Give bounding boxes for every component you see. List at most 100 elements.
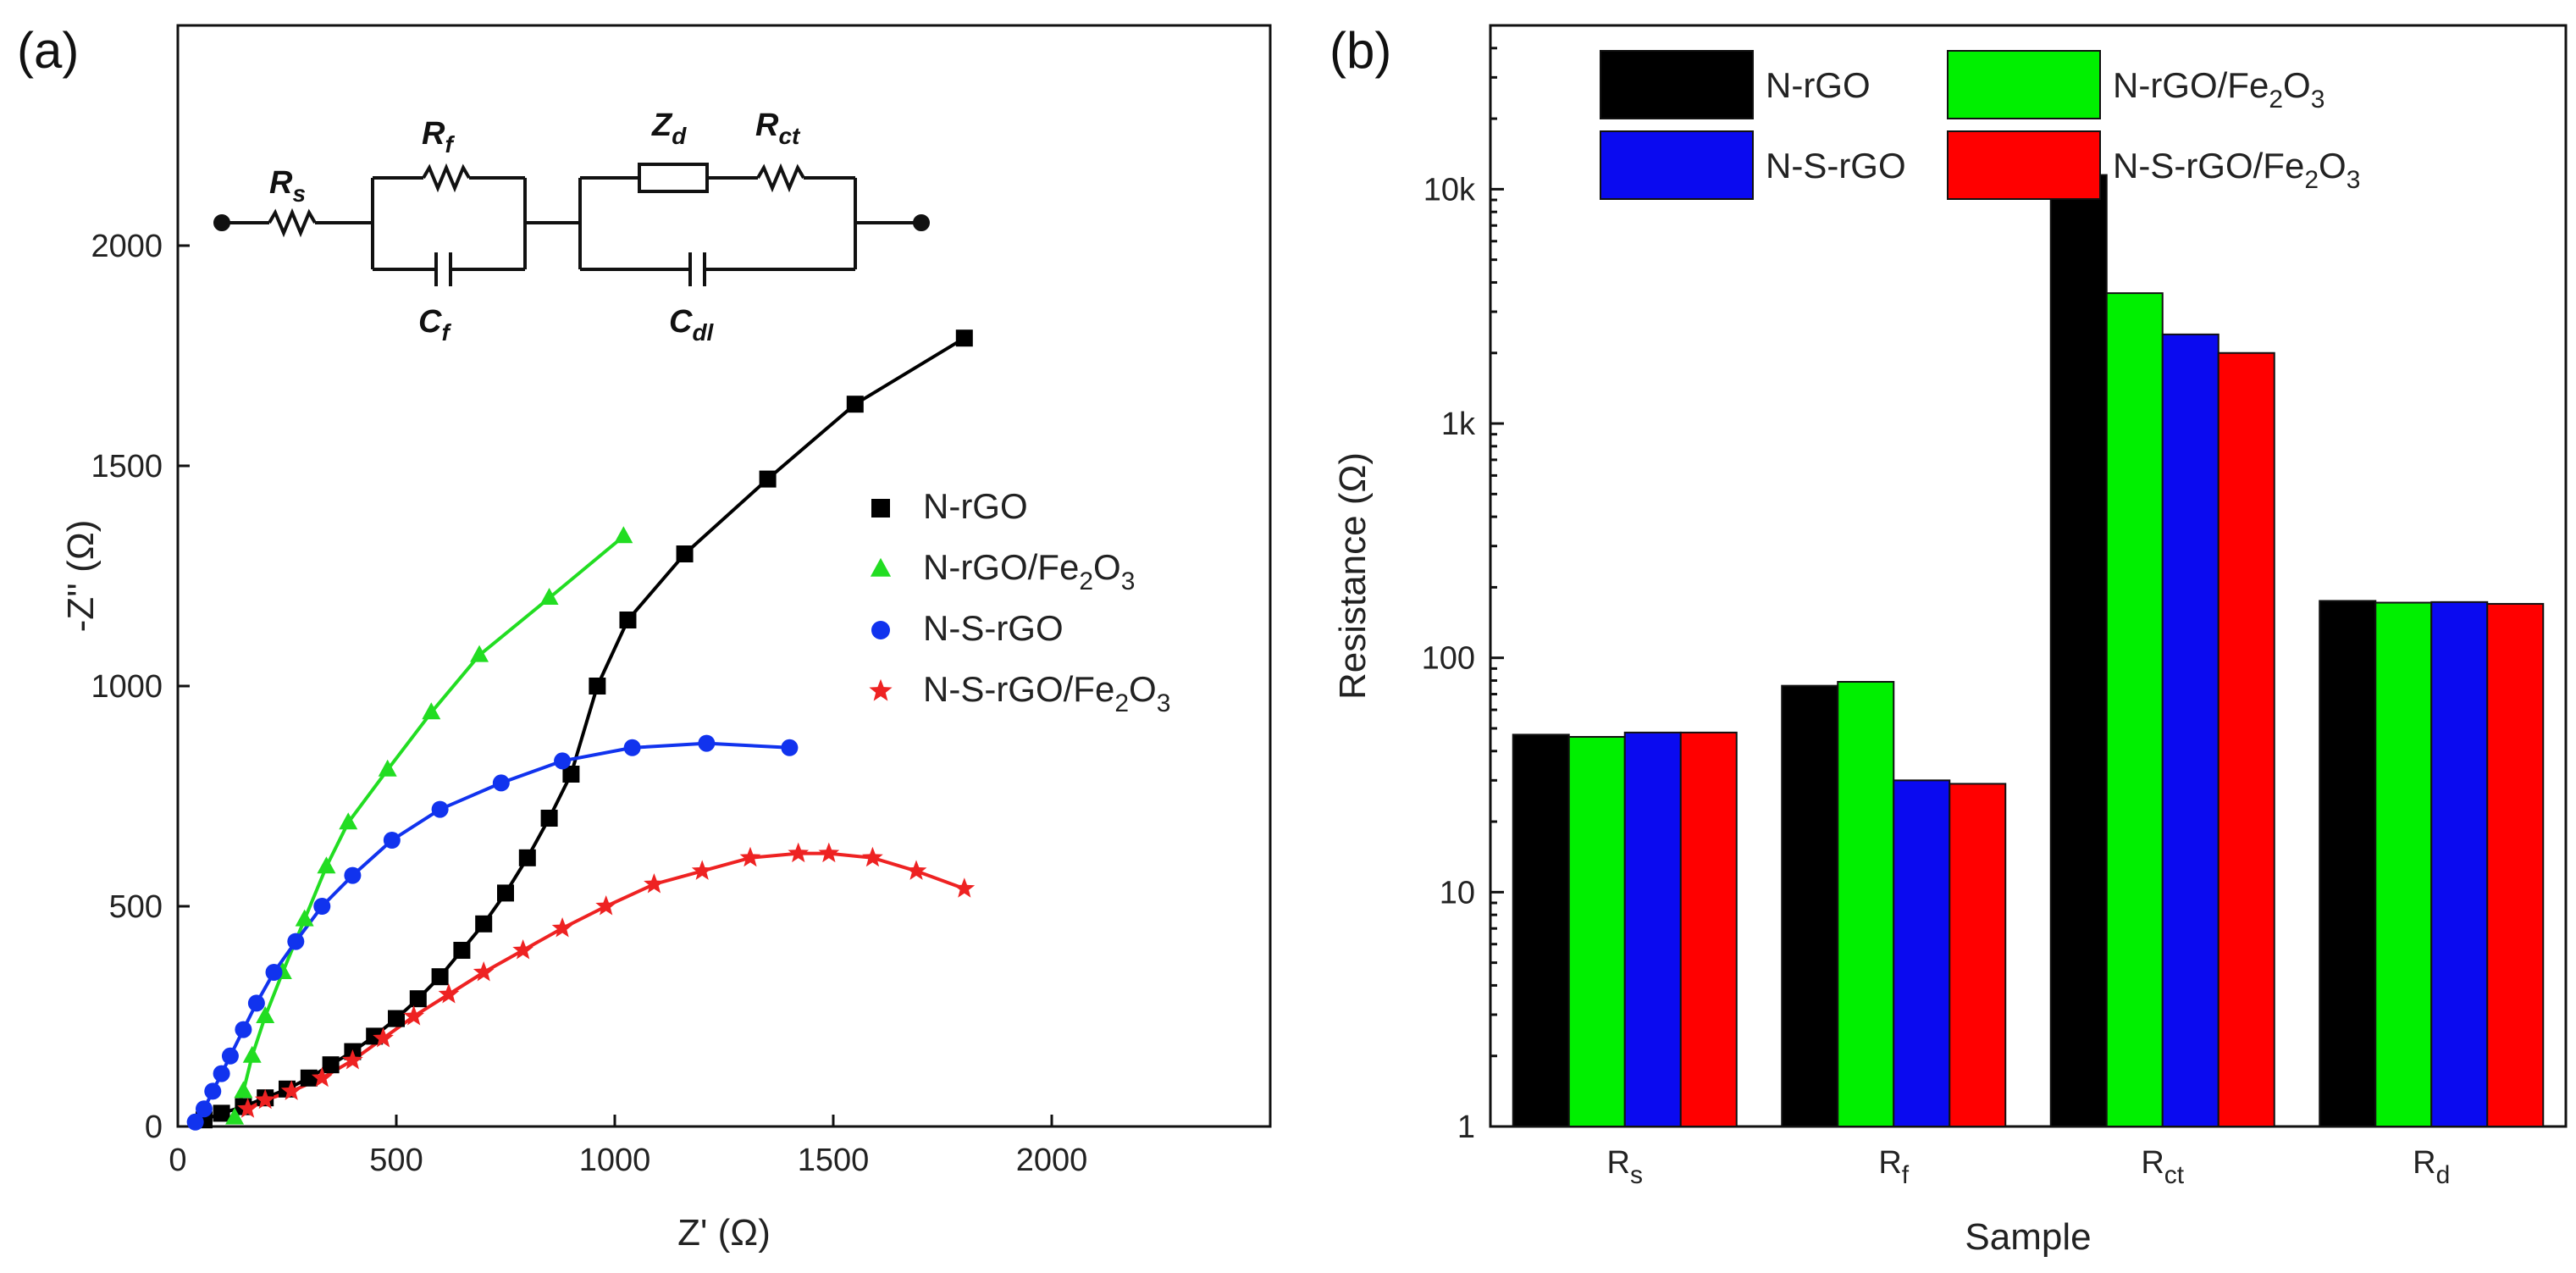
data-point [562,766,580,783]
legend-swatch-n-rgo-fe2o3 [1947,50,2101,119]
data-point [623,739,641,756]
data-point [234,1081,253,1099]
circuit-label-rct: Rct [755,108,801,149]
panel-b-x-axis-title: Sample [1965,1216,2091,1258]
data-point [438,983,460,1004]
data-point [475,915,493,933]
x-tick-label: 2000 [1016,1143,1088,1178]
panel-b-y-axis-title: Resistance (Ω) [1332,452,1374,700]
data-point [247,994,265,1012]
y-tick-label: 2000 [91,229,163,264]
bar-n-s-rgo-rf [1893,779,1951,1127]
data-point [595,895,616,916]
y-tick-label: 1000 [91,669,163,705]
bar-n-rgo-fe2o3-rf [1837,681,1895,1127]
resistor-rs-symbol [268,208,317,238]
resistor-rct-symbol [756,163,805,193]
data-point [422,702,441,720]
fit-line-n-rgo-fe2o3 [233,534,625,1119]
data-point [955,329,973,347]
data-point [225,1107,245,1125]
y-tick-label: 1 [1457,1110,1475,1145]
panel-b-frame [1489,24,2568,1128]
x-tick-label: Rs [1607,1145,1643,1189]
data-point [254,1088,276,1110]
fit-line-n-s-rgo-fe2o3 [246,851,965,1110]
data-point [339,812,358,830]
equivalent-circuit-diagram [213,163,930,286]
panel-b-legend: N-rGO N-rGO/Fe2O3 N-S-rGO N-S-rGO/Fe2O3 [1600,50,2360,200]
data-point [256,1006,275,1023]
data-point [862,846,883,867]
x-tick-label: 1000 [579,1143,651,1178]
data-point [676,545,694,562]
bar-n-s-rgo-rd [2430,601,2489,1127]
warburg-zd-symbol [638,163,709,193]
fit-line-n-rgo [203,336,965,1122]
data-point [644,873,665,894]
circuit-label-cf: Cf [418,304,451,346]
bar-n-s-rgo-rs [1623,731,1682,1127]
bar-n-s-rgo-fe2o3-rf [1949,783,2007,1127]
data-point [518,849,536,866]
legend-label: N-rGO/Fe2O3 [2113,65,2324,113]
panel-a-x-axis-title: Z' (Ω) [677,1212,771,1254]
circuit-terminal-right [913,214,930,231]
y-tick-label: 1k [1441,407,1476,442]
data-point [846,396,864,413]
data-point [788,842,810,863]
data-point [344,866,362,884]
legend-marker-n-rgo-fe2o3 [870,557,892,577]
bar-n-rgo-fe2o3-rd [2374,601,2433,1127]
panel-b-ticks: 1 10 100 1k 10k Rs Rf Rct Rd [1422,24,2450,1189]
bar-n-rgo-fe2o3-rct [2105,292,2164,1128]
data-point [818,842,840,863]
y-tick-label: 10 [1440,875,1475,910]
data-point [554,752,572,770]
data-point [589,678,606,695]
data-point [473,961,495,982]
legend-swatch-n-s-rgo [1600,130,1754,200]
data-point [313,898,331,915]
legend-label: N-S-rGO/Fe2O3 [2113,146,2360,194]
legend-swatch-n-rgo [1600,50,1754,119]
resistor-rf-symbol [422,163,471,193]
bar-n-rgo-rct [2049,174,2108,1128]
data-point [759,470,777,488]
circuit-label-cdl: Cdl [669,304,715,346]
data-point [497,884,514,902]
panel-a-ticks: 0 500 1000 1500 2000 0 500 1000 1500 2000 [91,229,1087,1178]
y-tick-label: 100 [1422,641,1475,677]
circuit-label-rs: Rs [269,165,306,207]
data-point [698,734,716,752]
data-point [954,877,976,898]
y-tick-label: 1500 [91,449,163,484]
panel-b-label: (b) [1329,22,1391,79]
data-point [492,774,510,792]
legend-marker-n-s-rgo-fe2o3 [869,678,893,701]
panel-a-label: (a) [17,22,79,79]
data-point [317,856,336,874]
legend-label: N-S-rGO [923,608,1064,648]
data-point [213,1065,230,1082]
panel-a-legend: N-rGO N-rGO/Fe2O3 N-S-rGO N-S-rGO/Fe2O3 [869,486,1170,717]
data-point [311,1066,333,1088]
legend-label: N-rGO [1766,65,1871,105]
panel-a-frame [176,24,1272,1128]
x-tick-label: Rf [1878,1145,1909,1189]
data-point [186,1113,204,1131]
x-tick-label: 500 [369,1143,423,1178]
panel-b-bars [1512,174,2545,1128]
x-tick-label: 1500 [798,1143,870,1178]
data-point [539,588,559,605]
data-point [431,800,449,818]
legend-marker-n-rgo [871,499,890,518]
x-tick-label: Rct [2141,1145,2184,1189]
circuit-terminal-left [213,214,230,231]
bar-n-s-rgo-fe2o3-rd [2486,602,2545,1127]
legend-marker-n-s-rgo [871,621,890,639]
circuit-label-rf: Rf [422,116,455,158]
data-point [614,526,633,544]
